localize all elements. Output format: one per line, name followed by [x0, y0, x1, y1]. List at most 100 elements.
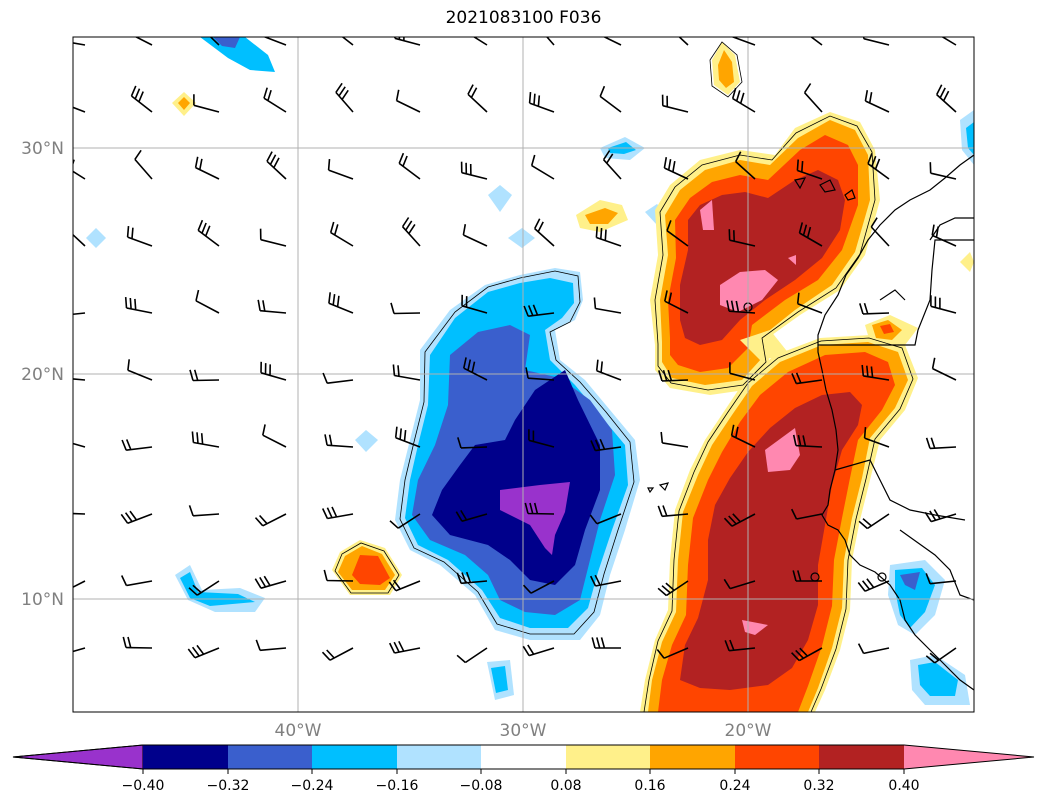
wind-barb — [255, 639, 287, 652]
wind-barb — [257, 299, 287, 314]
wind-barb — [134, 37, 153, 46]
wind-barb — [263, 87, 287, 113]
wind-barb — [602, 37, 622, 46]
wind-barb — [73, 106, 86, 113]
wind-barb — [867, 153, 890, 180]
wind-barb — [545, 37, 555, 46]
wind-barb — [321, 647, 354, 661]
wind-barb — [595, 226, 622, 247]
wind-barb — [73, 159, 86, 180]
wind-barb — [73, 42, 86, 46]
wind-barb — [134, 149, 153, 180]
wind-barb — [666, 220, 689, 247]
wind-barb — [791, 647, 823, 662]
wind-barb — [591, 637, 621, 649]
wind-barb — [120, 510, 153, 525]
wind-barb — [254, 513, 287, 527]
wind-barb — [328, 292, 354, 314]
gridlines — [73, 37, 974, 712]
wind-barb — [661, 94, 689, 113]
lon-axis: 40°W 30°W 20°W — [275, 721, 772, 741]
wind-barb — [931, 357, 957, 381]
wind-barb — [861, 364, 890, 381]
colorbar-segment-8 — [735, 745, 819, 769]
blue-patch-nw — [200, 37, 275, 72]
blue-patch-sw-core — [180, 572, 255, 606]
contour-line-ne — [709, 41, 743, 98]
wind-barb — [870, 217, 890, 247]
wind-barb — [522, 580, 555, 594]
wind-barb — [455, 509, 488, 522]
map-area — [73, 37, 974, 712]
wind-barb — [73, 233, 86, 247]
wind-barb — [664, 290, 689, 314]
negative-anomaly-region — [86, 37, 974, 705]
wind-barb — [341, 37, 354, 46]
warm-blob-3-o — [178, 97, 190, 110]
wind-barb — [388, 640, 421, 654]
wind-barb — [460, 161, 488, 180]
wind-barb — [457, 437, 488, 449]
wind-barb — [530, 154, 555, 180]
contour-fill-plus-032-s — [680, 392, 862, 690]
wind-barb — [191, 431, 220, 448]
wind-barb — [394, 37, 421, 46]
wind-barb — [187, 644, 220, 659]
lat-axis: 30°N 20°N 10°N — [21, 139, 64, 610]
wind-barb — [324, 434, 354, 448]
wind-barb — [925, 573, 957, 585]
colorbar-segment-2 — [228, 745, 312, 769]
wind-barb — [321, 506, 354, 520]
wind-barb — [463, 357, 488, 381]
wind-barb — [120, 575, 153, 587]
wind-barb — [197, 219, 220, 247]
wind-barb — [731, 87, 756, 113]
positive-anomaly-region-south — [640, 315, 918, 712]
contour-fill-plus-040-n2 — [700, 200, 714, 230]
wind-barb — [121, 439, 153, 451]
coastline — [647, 154, 974, 691]
cape-verde-1 — [658, 482, 670, 492]
wind-barb — [589, 574, 622, 587]
contour-lines — [334, 41, 914, 712]
colorbar: −0.40 −0.32 −0.24 −0.16 −0.08 0.08 0.16 … — [12, 744, 1035, 794]
wind-barb — [595, 359, 622, 381]
lon-label-40w: 40°W — [275, 721, 322, 741]
wind-barb — [929, 162, 957, 180]
warm-blob-1-o — [718, 50, 734, 88]
lat-label-10n: 10°N — [21, 590, 64, 610]
wind-barb — [935, 84, 957, 113]
blue-patch-nw-core — [213, 37, 240, 48]
wind-barb — [533, 218, 555, 247]
wind-barb — [461, 294, 488, 314]
wind-barb — [791, 372, 823, 385]
blue-blob-4 — [86, 228, 106, 248]
contour-fill-plus-040-s1 — [765, 428, 800, 472]
wind-barb — [126, 226, 153, 247]
colorbar-segment-6 — [566, 745, 650, 769]
wind-barb — [864, 90, 890, 113]
island-3 — [877, 572, 887, 582]
wind-barb — [734, 151, 756, 180]
border-4 — [879, 289, 906, 301]
contour-line-pos-n — [654, 115, 876, 391]
contour-fill-plus-040-n1 — [720, 270, 778, 312]
wind-barb — [188, 580, 220, 596]
wind-barb — [925, 647, 957, 664]
colorbar-label-5: 0.08 — [550, 778, 581, 794]
border-5 — [899, 529, 974, 601]
wind-barb — [388, 579, 421, 592]
colorbar-label-0: −0.40 — [122, 778, 165, 794]
colorbar-label-6: 0.16 — [634, 778, 665, 794]
wind-barb — [728, 229, 756, 247]
colorbar-label-2: −0.24 — [291, 778, 334, 794]
wind-barb — [73, 512, 86, 515]
wind-barb — [260, 361, 287, 381]
positive-anomaly-small — [172, 42, 974, 595]
wind-barb — [730, 424, 756, 448]
wind-barb — [859, 302, 890, 315]
colorbar-label-8: 0.32 — [803, 778, 834, 794]
contour-fill-plus-024-s2 — [880, 324, 894, 334]
wind-barb — [262, 424, 287, 448]
blue-patch-ne-corner-core — [966, 122, 974, 155]
